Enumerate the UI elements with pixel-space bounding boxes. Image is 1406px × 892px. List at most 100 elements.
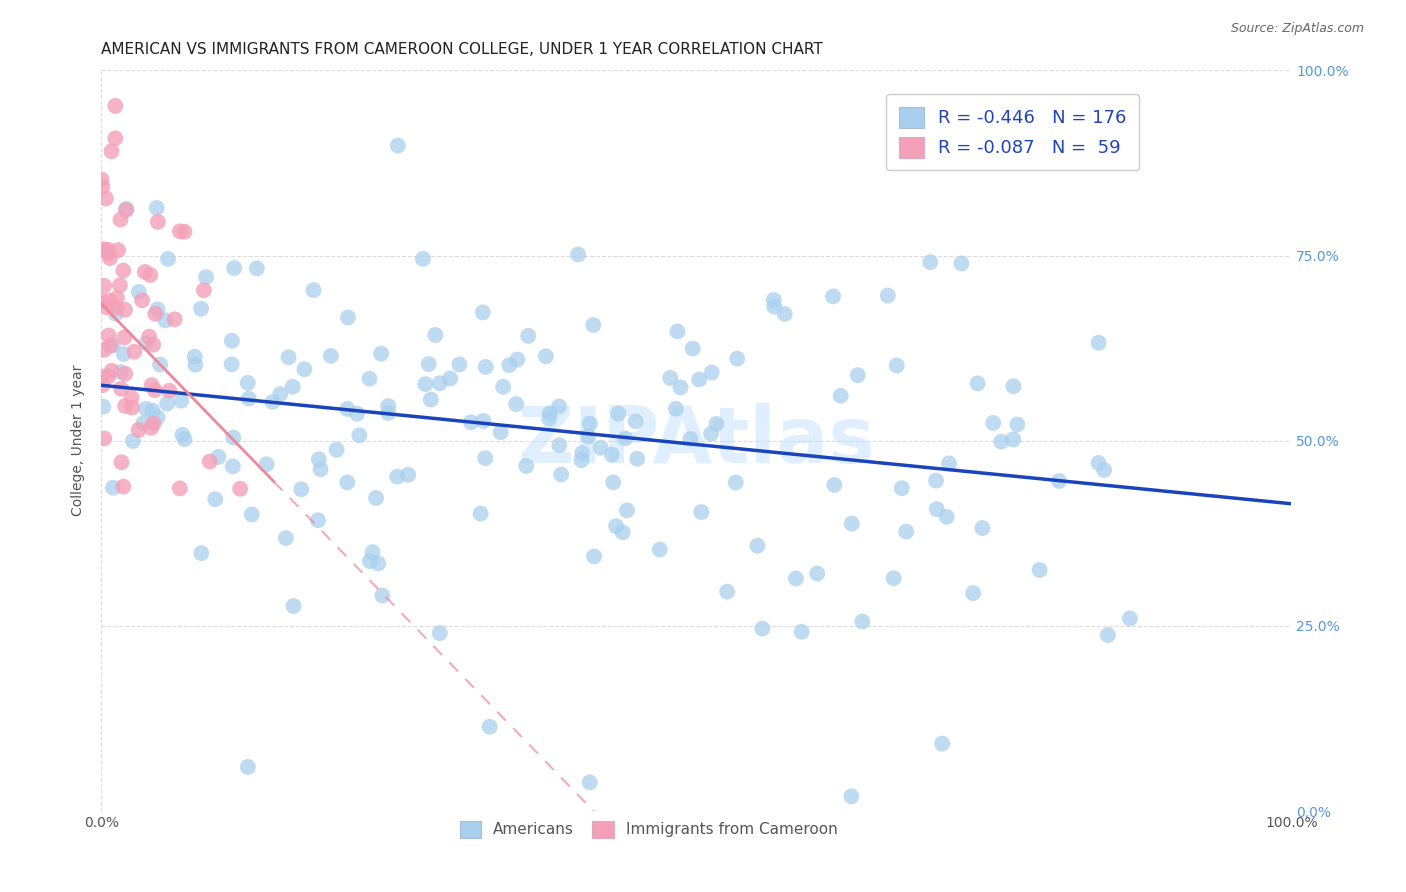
Point (747, 539, 769, 553)
Point (190, 546, 212, 560)
Point (112, 480, 135, 494)
Point (425, 327, 447, 342)
Point (146, 215, 169, 229)
Point (336, 310, 359, 325)
Point (935, 509, 957, 524)
Point (659, 371, 682, 385)
Point (474, 359, 496, 374)
Point (269, 387, 291, 401)
Point (449, 358, 471, 372)
Point (460, 415, 482, 429)
Point (359, 372, 381, 386)
Point (121, 401, 143, 415)
Point (124, 344, 146, 359)
Point (246, 261, 269, 276)
Point (1119, 611, 1142, 625)
Point (538, 406, 561, 420)
Point (706, 417, 728, 431)
Point (156, 397, 179, 411)
Point (198, 454, 221, 468)
Point (96, 300, 118, 314)
Point (492, 380, 515, 394)
Point (576, 429, 599, 443)
Point (548, 438, 571, 452)
Point (823, 289, 845, 303)
Point (624, 414, 647, 428)
Point (498, 358, 520, 372)
Point (157, 384, 180, 398)
Point (170, 393, 193, 408)
Point (101, 481, 124, 495)
Point (134, 265, 156, 279)
Point (361, 545, 384, 559)
Point (110, 212, 132, 227)
Point (221, 334, 243, 348)
Point (470, 507, 492, 521)
Point (122, 434, 145, 448)
Point (896, 524, 918, 539)
Point (115, 202, 138, 216)
Point (439, 371, 461, 385)
Point (90, 369, 112, 384)
Point (229, 482, 252, 496)
Point (377, 406, 399, 420)
Point (336, 475, 359, 490)
Point (112, 347, 135, 361)
Point (851, 615, 873, 629)
Point (578, 417, 600, 431)
Point (1028, 563, 1050, 577)
Point (132, 416, 155, 430)
Point (221, 357, 243, 371)
Point (506, 352, 529, 367)
Point (93, 432, 115, 446)
Point (149, 358, 172, 372)
Point (665, 401, 688, 416)
Point (1007, 417, 1029, 432)
Point (302, 283, 325, 297)
Point (370, 347, 392, 361)
Point (135, 401, 157, 416)
Point (236, 376, 259, 390)
Point (806, 566, 828, 581)
Point (886, 359, 908, 373)
Point (883, 571, 905, 585)
Point (846, 368, 869, 383)
Point (97, 369, 120, 384)
Point (308, 452, 330, 467)
Point (101, 338, 124, 352)
Point (925, 502, 948, 516)
Point (890, 481, 912, 495)
Point (582, 318, 605, 332)
Y-axis label: College, Under 1 year: College, Under 1 year (72, 365, 86, 516)
Point (142, 417, 165, 431)
Point (1092, 463, 1115, 477)
Point (90, 172, 112, 186)
Point (93, 242, 115, 256)
Point (93, 343, 115, 357)
Point (371, 589, 394, 603)
Point (173, 225, 195, 239)
Point (190, 301, 212, 316)
Point (700, 426, 723, 441)
Point (110, 455, 132, 469)
Point (172, 427, 194, 442)
Point (966, 376, 988, 391)
Point (114, 367, 136, 381)
Point (105, 291, 128, 305)
Point (207, 450, 229, 464)
Point (91, 293, 114, 308)
Point (91, 400, 114, 414)
Point (256, 458, 278, 472)
Point (100, 145, 122, 159)
Point (236, 760, 259, 774)
Point (505, 397, 527, 411)
Point (143, 383, 166, 397)
Text: Source: ZipAtlas.com: Source: ZipAtlas.com (1230, 22, 1364, 36)
Point (931, 737, 953, 751)
Point (412, 252, 434, 266)
Point (141, 403, 163, 417)
Point (319, 349, 342, 363)
Point (614, 431, 637, 445)
Point (550, 467, 572, 482)
Point (94, 191, 117, 205)
